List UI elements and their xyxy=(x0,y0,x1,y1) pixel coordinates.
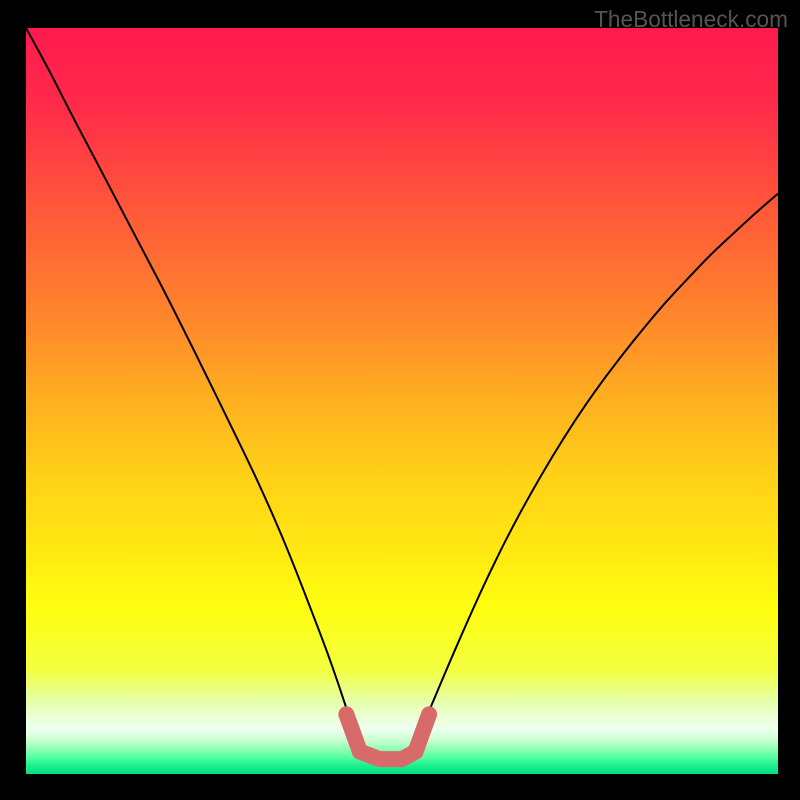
trough-highlight xyxy=(346,714,429,759)
plot-area xyxy=(26,28,778,774)
stage: TheBottleneck.com xyxy=(0,0,800,800)
curve-right xyxy=(417,194,778,740)
curve-left xyxy=(26,28,357,740)
curves-svg xyxy=(26,28,778,774)
